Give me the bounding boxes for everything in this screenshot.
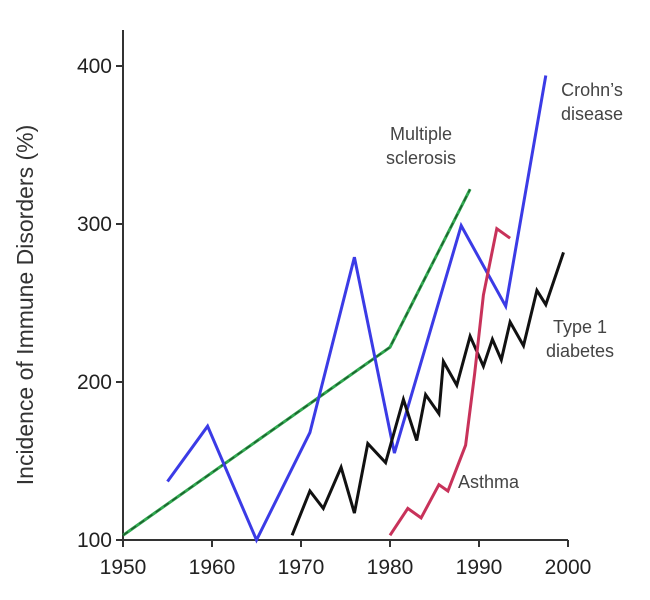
multiple-sclerosis-series-line bbox=[122, 188, 472, 537]
asthma-label: Asthma bbox=[458, 472, 520, 492]
y-axis-ticks: 100 200 300 400 bbox=[77, 55, 123, 552]
type-1-diabetes-label: diabetes bbox=[546, 341, 614, 361]
crohns-disease-label: disease bbox=[561, 104, 623, 124]
multiple-sclerosis-label: sclerosis bbox=[386, 148, 456, 168]
type-1-diabetes-series-line bbox=[290, 251, 565, 536]
y-tick-label: 100 bbox=[77, 529, 112, 552]
y-tick-label: 200 bbox=[77, 371, 112, 394]
asthma-series-line bbox=[388, 226, 511, 537]
x-tick-label: 1980 bbox=[367, 556, 414, 579]
x-axis-ticks: 1950 1960 1970 1980 1990 2000 bbox=[100, 540, 592, 579]
x-tick-label: 1950 bbox=[100, 556, 147, 579]
x-tick-label: 1990 bbox=[456, 556, 503, 579]
axes bbox=[122, 30, 568, 541]
multiple-sclerosis-dashed-overlay bbox=[122, 188, 471, 536]
x-tick-label: 2000 bbox=[545, 556, 592, 579]
series-group bbox=[122, 75, 565, 544]
y-tick-label: 400 bbox=[77, 55, 112, 78]
y-tick-label: 300 bbox=[77, 213, 112, 236]
x-tick-label: 1960 bbox=[189, 556, 236, 579]
type-1-diabetes-label: Type 1 bbox=[553, 317, 607, 337]
crohns-disease-series-line bbox=[166, 75, 548, 544]
multiple-sclerosis-label: Multiple bbox=[390, 124, 452, 144]
crohns-disease-label: Crohn’s bbox=[561, 80, 623, 100]
y-axis-title: Incidence of Immune Disorders (%) bbox=[12, 125, 38, 485]
x-tick-label: 1970 bbox=[278, 556, 325, 579]
series-labels: Multiple sclerosis Crohn’s disease Type 1 dia… bbox=[386, 80, 623, 492]
